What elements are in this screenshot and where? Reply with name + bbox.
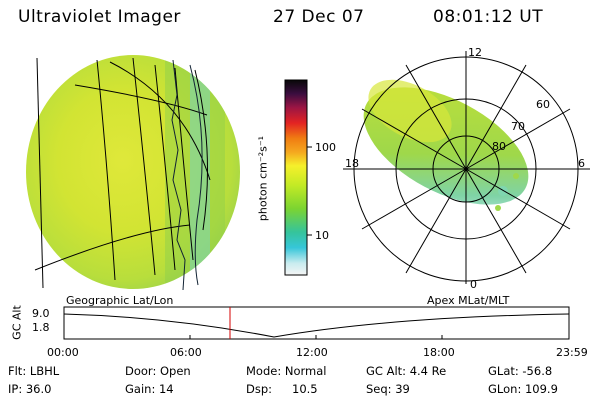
glon-info: GLon: 109.9	[488, 382, 558, 396]
mlt-spoke	[405, 168, 467, 274]
altitude-curve	[63, 313, 570, 338]
dsp-label: Dsp:	[246, 382, 273, 396]
altitude-xtick: 06:00	[170, 346, 202, 359]
mode-info: Mode: Normal	[246, 364, 327, 378]
mlt-spoke	[361, 168, 467, 230]
ip-info: IP: 36.0	[8, 382, 52, 396]
mlt-label-12: 12	[468, 46, 482, 59]
seq-info: Seq: 39	[366, 382, 410, 396]
colorbar-label: photon cm⁻²s⁻¹	[256, 135, 270, 222]
colorbar	[284, 79, 312, 276]
coastline	[171, 59, 186, 290]
altitude-ylabel: GC Alt	[10, 305, 24, 340]
mlt-label-6: 6	[578, 157, 585, 170]
date-label: 27 Dec 07	[273, 7, 365, 27]
mlt-spoke	[465, 64, 527, 170]
mlat-label-80: 80	[492, 140, 506, 153]
polar-plot	[343, 51, 590, 284]
auroral-spot	[495, 205, 501, 211]
door-info: Door: Open	[125, 364, 191, 378]
meridian-line	[154, 64, 176, 271]
altitude-ytick: 1.8	[32, 321, 50, 334]
meridian-line	[36, 57, 44, 289]
mlt-spoke	[465, 168, 527, 274]
mlt-spoke	[465, 108, 571, 170]
geographic-label: Geographic Lat/Lon	[66, 294, 174, 307]
mlat-label-70: 70	[511, 120, 525, 133]
dayside-glow	[368, 79, 452, 143]
altitude-xtick: 23:59	[556, 346, 588, 359]
latitude-arc	[109, 61, 211, 181]
mlt-spoke	[465, 168, 571, 230]
colorbar-tick-label: 100	[315, 141, 336, 154]
dsp-value: 10.5	[292, 382, 318, 396]
auroral-spot	[498, 186, 508, 196]
mlat-label-60: 60	[536, 98, 550, 111]
mlt-spoke	[405, 64, 467, 170]
gain-info: Gain: 14	[125, 382, 174, 396]
limb-cyan-band	[190, 60, 210, 289]
colorbar-gradient	[284, 79, 308, 276]
meridian-line	[96, 59, 116, 281]
altitude-xtick: 18:00	[423, 346, 455, 359]
geographic-disk-image	[26, 55, 240, 290]
colorbar-tick-label: 10	[315, 229, 329, 242]
altitude-ytick: 9.0	[32, 307, 50, 320]
meridian-line	[132, 57, 156, 276]
mlt-label-18: 18	[345, 157, 359, 170]
apex-label: Apex MLat/MLT	[427, 294, 510, 307]
meridian-line	[174, 67, 194, 261]
instrument-title: Ultraviolet Imager	[18, 7, 181, 27]
mlt-spoke	[361, 108, 467, 170]
mlt-label-0: 0	[470, 278, 477, 291]
altitude-xtick: 12:00	[296, 346, 328, 359]
coastline	[194, 69, 208, 231]
altitude-plot-frame	[63, 306, 570, 340]
glat-info: GLat: -56.8	[488, 364, 553, 378]
coastline	[189, 64, 203, 286]
latitude-arc	[74, 84, 208, 116]
gc-alt-info: GC Alt: 4.4 Re	[366, 364, 447, 378]
time-label: 08:01:12 UT	[433, 7, 544, 27]
altitude-plot	[63, 306, 570, 340]
latitude-arc	[34, 224, 191, 271]
altitude-xtick: 00:00	[47, 346, 79, 359]
auroral-spot	[513, 173, 519, 179]
filter-info: Flt: LBHL	[8, 364, 60, 378]
